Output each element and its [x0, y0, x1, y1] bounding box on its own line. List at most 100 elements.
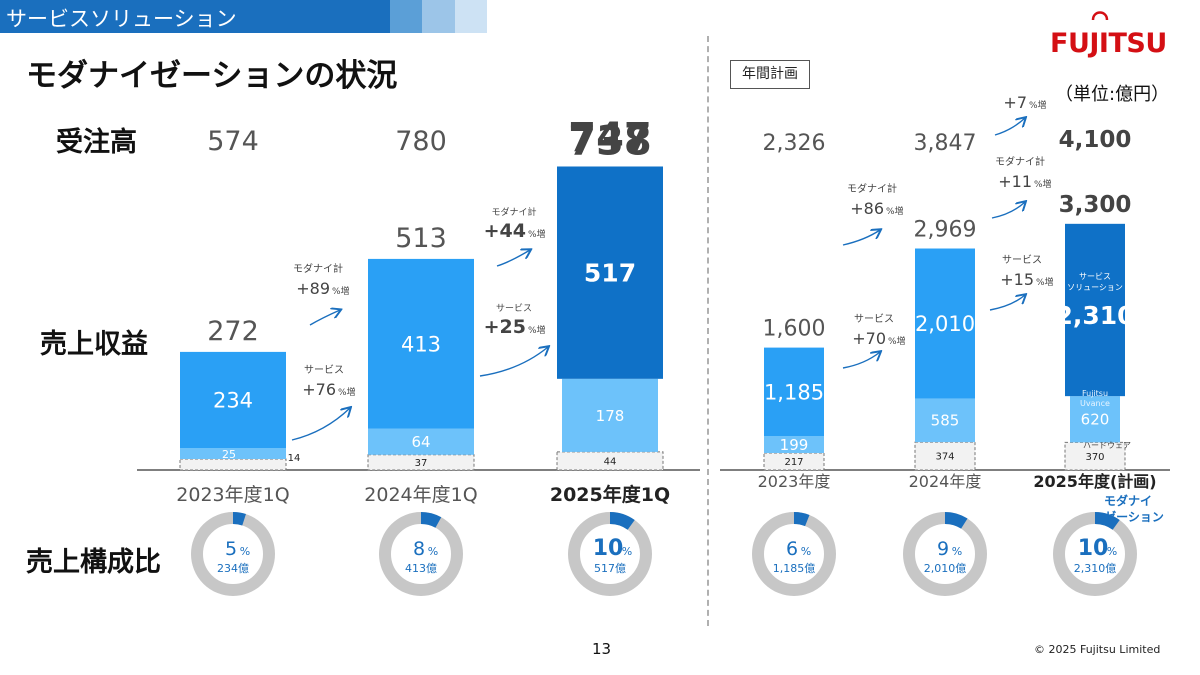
bar-segment: [557, 166, 663, 379]
unit-label: （単位:億円）: [1055, 84, 1170, 105]
bar-segment: [915, 398, 975, 443]
bar-segment: [368, 428, 474, 455]
bar-total-label: 738: [568, 118, 652, 164]
bar-value-label: 234: [213, 389, 253, 413]
series-name-label: ソリューション: [1067, 283, 1123, 292]
growth-suffix: %増: [332, 285, 350, 297]
donut-percent-unit: %: [1107, 545, 1117, 558]
donut-amount: 2,310億: [1074, 562, 1117, 575]
donut-percent: 10: [593, 536, 624, 561]
growth-value: +44: [484, 220, 526, 242]
growth-arrow: [842, 230, 880, 246]
orders-value: 4,100: [1059, 127, 1132, 153]
growth-label: サービス: [854, 313, 894, 325]
donut-amount: 1,185億: [773, 562, 816, 575]
growth-suffix: %増: [1029, 99, 1047, 111]
growth-value: +15: [1000, 270, 1034, 289]
bar-value-label: 178: [596, 407, 625, 425]
series-name-label: Fujitsu: [1082, 389, 1108, 398]
growth-value: +76: [302, 380, 336, 399]
donut-tag-label: モダナイ: [1104, 493, 1152, 508]
header-block-2: [422, 0, 455, 33]
donut-percent-unit: %: [801, 545, 811, 558]
bar-value-label: 413: [401, 332, 441, 356]
bar-value-label: 64: [411, 433, 430, 451]
bar-value-label: 2,310: [1055, 301, 1134, 330]
growth-arrow: [496, 250, 530, 267]
growth-arrow: [479, 347, 548, 377]
growth-label: モダナイ計: [491, 206, 536, 218]
growth-label: モダナイ計: [847, 182, 897, 195]
donut-tag-label: ゼーション: [1104, 509, 1164, 524]
x-tick-label: 2024年度: [909, 472, 982, 491]
bar-segment: [367, 454, 475, 471]
x-tick-label: 2023年度1Q: [176, 484, 289, 506]
growth-label: サービス: [1002, 254, 1042, 266]
series-name-label: Uvance: [1080, 399, 1110, 408]
copyright: © 2025 Fujitsu Limited: [1034, 643, 1161, 656]
growth-value: +86: [850, 199, 884, 218]
donut-slice: [568, 512, 652, 596]
bar-value-label: 2,010: [915, 312, 975, 336]
bar-segment: [764, 436, 824, 453]
growth-arrow: [991, 202, 1025, 219]
growth-arrow: [994, 118, 1025, 136]
growth-suffix: %増: [886, 205, 904, 217]
orders-value: 574: [207, 126, 259, 157]
donut-percent-unit: %: [240, 545, 250, 558]
growth-suffix: %増: [888, 335, 906, 347]
growth-suffix: %増: [528, 324, 546, 336]
growth-label: モダナイ計: [995, 155, 1045, 168]
series-name-label: ハードウェア: [1083, 441, 1131, 450]
growth-suffix: %増: [338, 386, 356, 398]
ratio-label: 売上構成比: [26, 547, 161, 578]
growth-suffix: %増: [1034, 178, 1052, 190]
bar-segment: [1065, 223, 1125, 397]
bar-segment: [368, 258, 474, 429]
bar-segment: [1064, 441, 1126, 471]
growth-label: サービス: [496, 303, 532, 314]
growth-value: +89: [296, 279, 330, 298]
page-number: 13: [592, 640, 612, 658]
bar-segment: [562, 378, 658, 452]
donut-percent: 5: [225, 538, 237, 560]
bar-value-label: 517: [584, 259, 636, 288]
section-header: サービスソリューション: [6, 7, 237, 31]
growth-arrow: [989, 295, 1025, 311]
orders-value: 2,326: [763, 131, 826, 156]
bar-value-label: 370: [1085, 452, 1104, 463]
donut-percent-unit: %: [622, 545, 632, 558]
growth-suffix: %増: [1036, 276, 1054, 288]
annual-plan-box: 年間計画: [730, 60, 810, 89]
donut-percent-unit: %: [952, 545, 962, 558]
growth-value: +11: [998, 172, 1032, 191]
bar-value-label: 199: [780, 436, 809, 454]
donut-percent-unit: %: [428, 545, 438, 558]
growth-label: サービス: [304, 364, 344, 376]
bar-value-label: 44: [604, 457, 617, 468]
bar-total-label: 1,600: [763, 317, 826, 342]
bar-value-label: 14: [288, 453, 301, 464]
fujitsu-logo-mark: [1091, 11, 1109, 21]
growth-value: +7: [1003, 93, 1027, 112]
bar-segment: [1070, 396, 1120, 443]
bar-total-label: 513: [395, 223, 447, 254]
bar-total-label: 272: [207, 316, 259, 347]
donut-amount: 413億: [405, 562, 437, 575]
bar-value-label: 217: [784, 457, 803, 468]
bar-segment: [180, 351, 286, 448]
x-tick-label: 2025年度(計画): [1033, 472, 1156, 491]
x-tick-label: 2025年度1Q: [550, 483, 670, 506]
header-block-3: [455, 0, 487, 33]
orders-value: 747: [568, 115, 652, 161]
bar-total-label: 2,969: [914, 218, 977, 243]
bar-value-label: 1,185: [764, 380, 824, 404]
donut-percent: 6: [786, 538, 798, 560]
orders-value: 780: [395, 126, 447, 157]
bar-value-label: 374: [935, 452, 954, 463]
bar-value-label: 37: [415, 458, 428, 469]
orders-label: 受注高: [56, 127, 137, 158]
series-name-label: サービス: [1079, 272, 1111, 281]
growth-arrow: [309, 310, 340, 326]
